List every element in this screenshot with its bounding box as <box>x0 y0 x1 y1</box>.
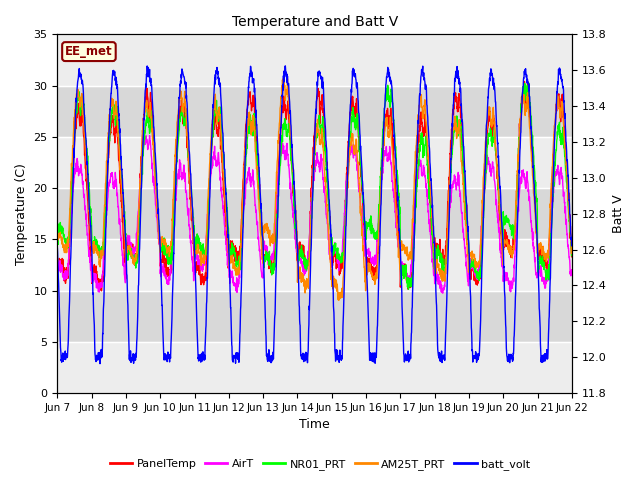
Bar <box>58 35 572 85</box>
Y-axis label: Batt V: Batt V <box>612 194 625 233</box>
Bar <box>58 342 572 393</box>
X-axis label: Time: Time <box>300 419 330 432</box>
Title: Temperature and Batt V: Temperature and Batt V <box>232 15 397 29</box>
Y-axis label: Temperature (C): Temperature (C) <box>15 163 28 264</box>
Legend: PanelTemp, AirT, NR01_PRT, AM25T_PRT, batt_volt: PanelTemp, AirT, NR01_PRT, AM25T_PRT, ba… <box>106 455 534 474</box>
Bar <box>58 240 572 290</box>
Bar <box>58 137 572 188</box>
Text: EE_met: EE_met <box>65 45 113 58</box>
